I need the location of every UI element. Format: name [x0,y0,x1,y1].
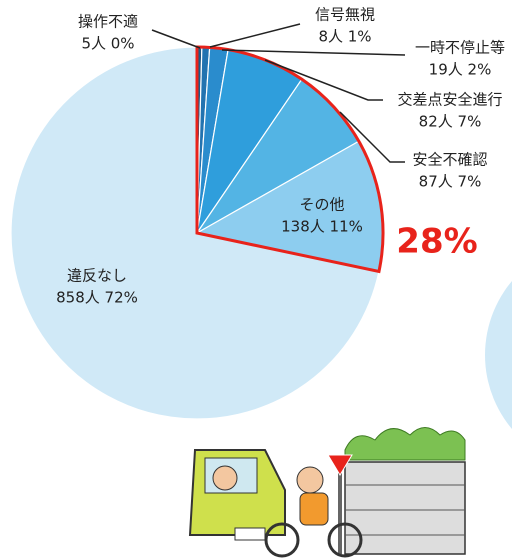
leader-line [221,49,406,56]
pie-slice [10,46,380,420]
slice-label: 一時不停止等 [415,39,505,57]
leader-line [264,59,383,101]
slice-value-label: 5人 0% [81,35,134,53]
decor-circle [485,281,512,429]
slice-value-label: 858人 72% [56,289,138,307]
labels: 操作不適 5人 0% 信号無視 8人 1% 一時不停止等 19人 2% 交差点安全進行 82人… [56,6,505,307]
slice-value-label: 8人 1% [318,28,371,46]
leader-lines [151,23,406,163]
slice-value-label: 19人 2% [429,61,492,79]
leader-line [209,23,301,48]
slice-value-label: 138人 11% [281,218,363,236]
pie [10,45,385,420]
slice-label: その他 [299,196,344,214]
slice-label: 違反なし [67,267,127,285]
highlight-outline [195,45,385,274]
annotation: 28% [396,222,477,262]
illustration [188,427,466,558]
slice-label: 交差点安全進行 [397,91,502,109]
slice-label: 信号無視 [315,6,375,24]
slice-label: 操作不適 [78,13,138,31]
slice-value-label: 87人 7% [419,173,482,191]
leader-line [339,111,405,163]
slice-value-label: 82人 7% [419,113,482,131]
slice-label: 安全不確認 [412,151,487,169]
leader-line [151,29,201,49]
